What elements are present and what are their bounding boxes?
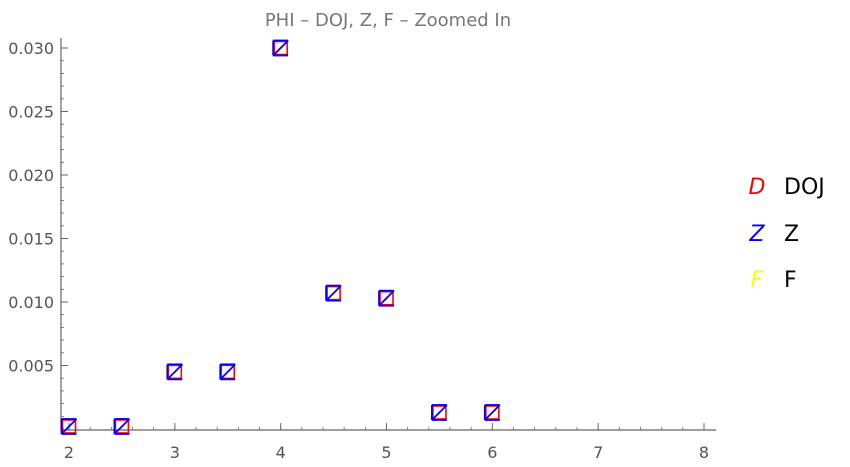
legend-label-doj: DOJ — [784, 175, 825, 200]
x-tick-label: 4 — [276, 443, 286, 462]
data-point-doj — [485, 405, 500, 420]
data-point-z — [219, 363, 236, 381]
legend-label-f: F — [784, 268, 797, 293]
data-point-z — [272, 39, 289, 57]
data-point-doj — [326, 285, 341, 301]
z-marker-diag — [272, 39, 289, 57]
y-tick-label: 0.005 — [8, 357, 54, 376]
legend-label-z: Z — [784, 222, 799, 247]
doj-marker — [432, 405, 447, 420]
axes: 2 3 4 5 6 7 8 0.005 0.010 0.015 0.020 0.025 0.030 — [8, 38, 716, 462]
y-tick-label: 0.030 — [8, 39, 54, 58]
data-point-doj — [114, 419, 130, 434]
doj-marker — [273, 40, 288, 56]
legend-marker-f: F — [751, 268, 764, 293]
data-point-z — [113, 418, 131, 435]
y-tick-label: 0.025 — [8, 103, 54, 122]
data-point-doj — [379, 290, 394, 306]
data-point-doj — [61, 419, 77, 434]
y-tick-label: 0.015 — [8, 230, 54, 249]
doj-marker — [485, 405, 500, 420]
data-point-z — [431, 404, 448, 421]
legend-marker-doj: D — [749, 175, 766, 200]
doj-marker — [61, 419, 77, 434]
x-tick-label: 5 — [381, 443, 391, 462]
data-point-z — [166, 363, 183, 381]
data-point-z — [483, 404, 501, 421]
z-marker-diag — [166, 363, 183, 380]
doj-marker — [167, 364, 183, 380]
chart-title: PHI – DOJ, Z, F – Zoomed In — [265, 10, 511, 31]
doj-marker — [379, 290, 394, 306]
x-tick-label: 3 — [170, 443, 180, 462]
z-marker-diag — [378, 290, 395, 307]
x-tick-label: 6 — [487, 443, 497, 462]
data-point-z — [60, 418, 78, 435]
doj-marker — [326, 285, 341, 301]
z-marker-diag — [325, 284, 342, 302]
y-tick-label: 0.010 — [8, 293, 54, 312]
data-point-doj — [167, 364, 183, 380]
data-point-doj — [432, 405, 447, 420]
legend: D DOJ Z ZF F — [748, 175, 824, 293]
z-marker-diag — [60, 418, 78, 435]
x-tick-label: 7 — [593, 443, 603, 462]
data-point-z — [378, 289, 395, 307]
z-marker-diag — [219, 363, 236, 380]
data-point-z — [325, 284, 342, 302]
z-marker-diag — [113, 418, 131, 435]
doj-marker — [220, 364, 236, 380]
doj-marker — [114, 419, 130, 434]
x-tick-label: 2 — [64, 443, 74, 462]
data-point-doj — [273, 40, 288, 56]
data-points — [60, 39, 501, 435]
data-point-doj — [220, 364, 236, 380]
z-marker-diag — [484, 404, 501, 421]
z-marker-diag — [431, 404, 448, 421]
legend-marker-z: Z — [748, 222, 765, 247]
x-tick-label: 8 — [699, 443, 709, 462]
y-tick-label: 0.020 — [8, 166, 54, 185]
